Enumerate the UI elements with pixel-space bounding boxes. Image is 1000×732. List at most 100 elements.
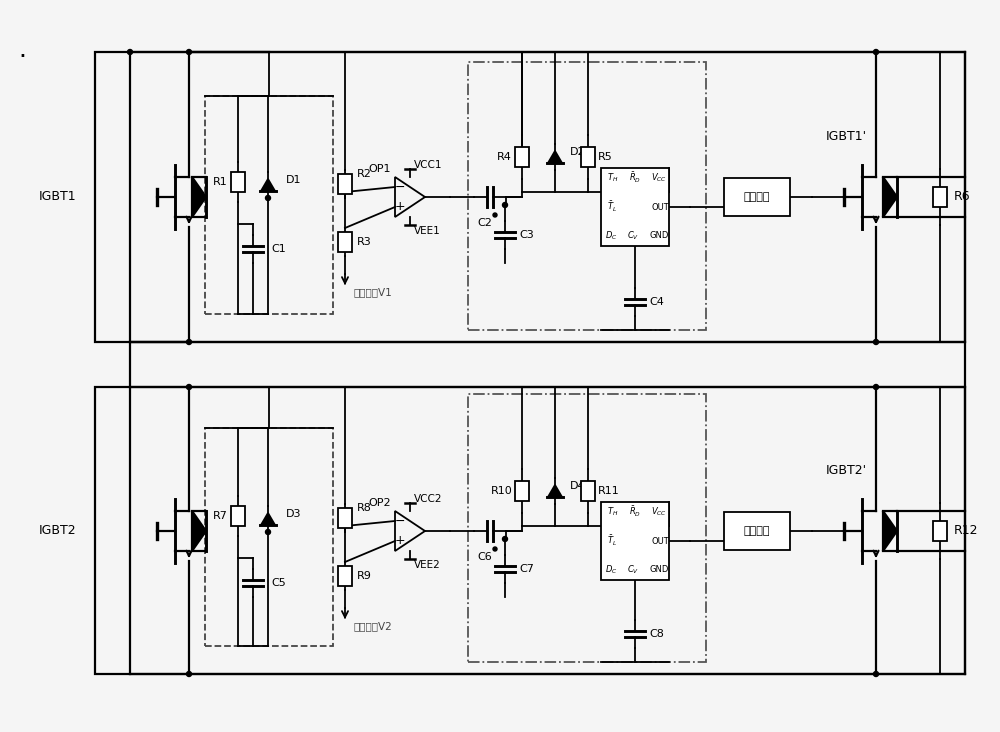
- Bar: [515, 481, 529, 501]
- Text: C6: C6: [478, 552, 492, 562]
- Bar: [724, 178, 790, 216]
- Bar: [933, 521, 947, 541]
- Text: OP1: OP1: [369, 164, 391, 174]
- Circle shape: [874, 50, 879, 54]
- Text: C2: C2: [478, 218, 492, 228]
- Polygon shape: [261, 513, 275, 525]
- Bar: [338, 174, 352, 194]
- Text: C8: C8: [649, 629, 664, 639]
- Bar: [338, 232, 352, 252]
- Bar: [95, 52, 965, 342]
- Text: −: −: [395, 515, 405, 528]
- Text: D3: D3: [286, 509, 302, 519]
- Text: C3: C3: [519, 230, 534, 240]
- Bar: [515, 147, 529, 167]
- Text: C7: C7: [519, 564, 534, 574]
- Text: D2: D2: [570, 147, 586, 157]
- Circle shape: [266, 195, 270, 201]
- Circle shape: [503, 537, 508, 542]
- Bar: [601, 168, 669, 246]
- Text: R2: R2: [357, 169, 372, 179]
- Circle shape: [186, 671, 192, 676]
- Text: C1: C1: [271, 244, 286, 254]
- Bar: [231, 172, 245, 192]
- Text: $T_H$: $T_H$: [607, 506, 618, 518]
- Text: VEE2: VEE2: [414, 560, 441, 570]
- Text: OP2: OP2: [369, 498, 391, 508]
- Polygon shape: [192, 177, 206, 217]
- Bar: [601, 502, 669, 580]
- Text: IGBT2: IGBT2: [39, 525, 77, 537]
- Text: +: +: [395, 201, 405, 214]
- Polygon shape: [192, 511, 206, 551]
- Text: +: +: [395, 534, 405, 548]
- Text: $C_V$: $C_V$: [627, 564, 639, 576]
- Bar: [338, 566, 352, 586]
- Text: $\bar{R}_D$: $\bar{R}_D$: [629, 505, 641, 519]
- Circle shape: [493, 213, 497, 217]
- Bar: [581, 481, 595, 501]
- Circle shape: [874, 671, 879, 676]
- Text: R11: R11: [598, 486, 620, 496]
- Text: D4: D4: [570, 481, 586, 491]
- Bar: [468, 62, 706, 330]
- Text: 驱动模块: 驱动模块: [744, 192, 770, 202]
- Bar: [95, 387, 965, 674]
- Text: GND: GND: [649, 231, 668, 241]
- Text: VCC2: VCC2: [414, 494, 442, 504]
- Bar: [205, 428, 333, 646]
- Bar: [338, 508, 352, 528]
- Text: GND: GND: [649, 566, 668, 575]
- Bar: [581, 147, 595, 167]
- Text: VEE1: VEE1: [414, 226, 441, 236]
- Circle shape: [874, 384, 879, 389]
- Text: ·: ·: [18, 45, 26, 69]
- Circle shape: [186, 340, 192, 345]
- Text: OUT: OUT: [651, 537, 669, 545]
- Text: VCC1: VCC1: [414, 160, 442, 170]
- Polygon shape: [548, 485, 562, 497]
- Text: R12: R12: [954, 525, 978, 537]
- Bar: [933, 187, 947, 207]
- Text: R7: R7: [213, 511, 227, 521]
- Text: 驱动模块: 驱动模块: [744, 526, 770, 536]
- Text: $T_H$: $T_H$: [607, 172, 618, 184]
- Circle shape: [493, 547, 497, 551]
- Circle shape: [128, 50, 132, 54]
- Bar: [468, 394, 706, 662]
- Bar: [724, 512, 790, 550]
- Text: R6: R6: [954, 190, 971, 203]
- Text: R5: R5: [598, 152, 613, 162]
- Text: $C_V$: $C_V$: [627, 230, 639, 242]
- Text: R3: R3: [357, 237, 372, 247]
- Text: R1: R1: [213, 177, 227, 187]
- Text: R9: R9: [357, 571, 372, 581]
- Text: $\bar{R}_D$: $\bar{R}_D$: [629, 171, 641, 185]
- Polygon shape: [548, 151, 562, 163]
- Bar: [231, 506, 245, 526]
- Text: D1: D1: [286, 175, 302, 185]
- Text: IGBT1': IGBT1': [825, 130, 867, 143]
- Circle shape: [186, 50, 192, 54]
- Text: R4: R4: [497, 152, 511, 162]
- Text: R8: R8: [357, 503, 372, 513]
- Text: $D_C$: $D_C$: [605, 564, 618, 576]
- Text: 参考电平V1: 参考电平V1: [353, 287, 392, 297]
- Text: OUT: OUT: [651, 203, 669, 212]
- Circle shape: [266, 529, 270, 534]
- Text: $V_{CC}$: $V_{CC}$: [651, 506, 667, 518]
- Text: −: −: [395, 181, 405, 193]
- Text: $V_{CC}$: $V_{CC}$: [651, 172, 667, 184]
- Text: C5: C5: [271, 578, 286, 588]
- Text: $D_C$: $D_C$: [605, 230, 618, 242]
- Text: C4: C4: [649, 297, 664, 307]
- Circle shape: [186, 384, 192, 389]
- Circle shape: [874, 340, 879, 345]
- Polygon shape: [261, 179, 275, 191]
- Polygon shape: [883, 511, 897, 551]
- Text: $\bar{T}_L$: $\bar{T}_L$: [607, 200, 617, 214]
- Circle shape: [503, 203, 508, 207]
- Text: IGBT2': IGBT2': [825, 465, 867, 477]
- Text: $\bar{T}_L$: $\bar{T}_L$: [607, 534, 617, 548]
- Text: IGBT1: IGBT1: [39, 190, 77, 203]
